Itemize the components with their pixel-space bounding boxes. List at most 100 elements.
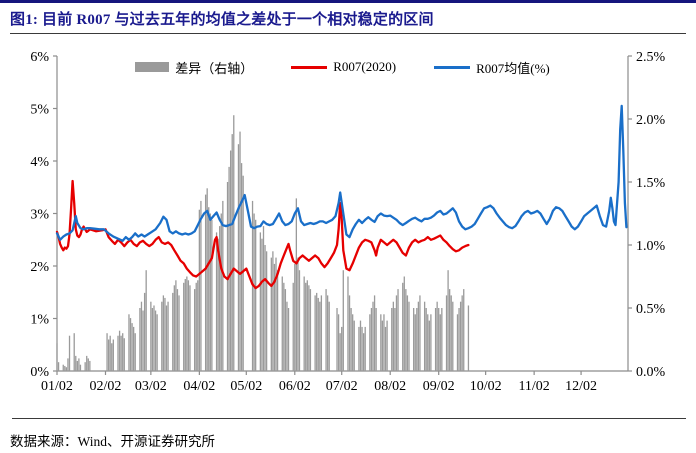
difference-bar [242, 175, 244, 371]
difference-bar [341, 326, 343, 371]
difference-bar [68, 335, 71, 371]
left-axis-tick-label: 0% [30, 365, 49, 380]
difference-bar [183, 282, 185, 371]
legend-item: R007均值(%) [434, 58, 550, 77]
difference-bar [456, 314, 459, 371]
difference-bar [373, 295, 376, 371]
difference-bar [447, 270, 449, 371]
difference-bar [78, 358, 80, 371]
difference-bar [173, 285, 175, 371]
legend-label: R007(2020) [333, 59, 397, 74]
difference-bar [215, 232, 218, 371]
x-axis-tick-label: 08/02 [374, 379, 406, 394]
difference-bar [295, 198, 298, 371]
difference-bar [175, 280, 177, 371]
difference-bar [347, 276, 349, 371]
difference-bar [273, 263, 276, 371]
difference-bar [292, 282, 294, 371]
difference-bar [139, 308, 141, 371]
x-axis-tick-label: 12/02 [565, 379, 597, 394]
x-axis-tick-label: 07/02 [326, 379, 358, 394]
difference-bar [386, 320, 388, 371]
difference-bar [165, 305, 168, 371]
difference-bar [361, 326, 363, 371]
x-axis-tick-label: 06/02 [279, 379, 311, 394]
difference-bar [237, 144, 240, 371]
difference-bar [342, 270, 344, 371]
difference-bar [320, 295, 323, 371]
difference-bar [438, 308, 440, 371]
difference-bar [325, 289, 327, 371]
difference-bar [362, 333, 365, 371]
difference-bar [239, 131, 241, 371]
difference-bar [167, 301, 169, 371]
left-axis-tick-label: 6% [30, 50, 49, 65]
difference-bar [178, 295, 180, 371]
r007-mean-line [55, 104, 628, 242]
difference-bar [350, 308, 352, 371]
legend-label: R007均值(%) [476, 60, 550, 76]
difference-bar [423, 301, 426, 371]
difference-bar [406, 295, 409, 371]
difference-bar [142, 310, 144, 371]
x-axis-tick-label: 01/02 [41, 379, 73, 394]
difference-bar [403, 276, 405, 371]
difference-bar [200, 200, 202, 371]
difference-bar [467, 305, 470, 371]
difference-bar [262, 226, 265, 371]
difference-bar [309, 289, 312, 371]
difference-bar [111, 343, 113, 371]
difference-bar [222, 200, 224, 371]
difference-bar [198, 209, 201, 371]
difference-bar [353, 320, 355, 371]
difference-bar [253, 213, 255, 371]
x-axis-tick-label: 09/02 [423, 379, 455, 394]
difference-bar [416, 308, 418, 371]
difference-bar [458, 308, 460, 371]
difference-bar [297, 257, 299, 371]
difference-bar [272, 251, 274, 371]
difference-bar [314, 295, 316, 371]
difference-bar [143, 292, 146, 371]
difference-bar [164, 297, 166, 371]
difference-bar [189, 285, 191, 371]
left-axis-tick-label: 1% [30, 313, 49, 328]
top-border-band [0, 0, 696, 3]
difference-bar [84, 362, 86, 371]
difference-bar [286, 301, 288, 371]
legend-line-swatch [434, 65, 471, 69]
title-separator-line [10, 33, 686, 34]
difference-bar [109, 335, 111, 371]
x-axis-tick-label: 11/02 [518, 379, 549, 394]
difference-bar [430, 314, 432, 371]
difference-bar [427, 314, 429, 371]
difference-bar [128, 314, 130, 371]
difference-bar [381, 320, 384, 371]
difference-bar [281, 276, 283, 371]
difference-bar [153, 305, 155, 371]
difference-bar [151, 308, 154, 371]
difference-bar [264, 245, 266, 371]
difference-bar [317, 297, 319, 371]
difference-bar [211, 219, 213, 371]
difference-bar [161, 301, 163, 371]
difference-bar [156, 314, 158, 371]
difference-bar [369, 314, 371, 371]
difference-bar [428, 320, 430, 371]
difference-bar [112, 339, 114, 371]
difference-bar [122, 333, 124, 371]
difference-bar [220, 213, 222, 371]
left-axis-tick-label: 4% [30, 155, 49, 170]
difference-bar [337, 314, 340, 371]
difference-bar [56, 343, 58, 371]
difference-bar [134, 333, 136, 371]
difference-bar [208, 207, 210, 371]
difference-bar [184, 279, 186, 371]
right-axis-tick-label: 0.5% [636, 302, 666, 317]
difference-bar [261, 238, 263, 371]
difference-bar [425, 308, 427, 371]
difference-bar [348, 295, 351, 371]
data-source-note: 数据来源：Wind、开源证券研究所 [10, 434, 215, 449]
difference-bar [150, 301, 152, 371]
difference-bar [450, 295, 452, 371]
